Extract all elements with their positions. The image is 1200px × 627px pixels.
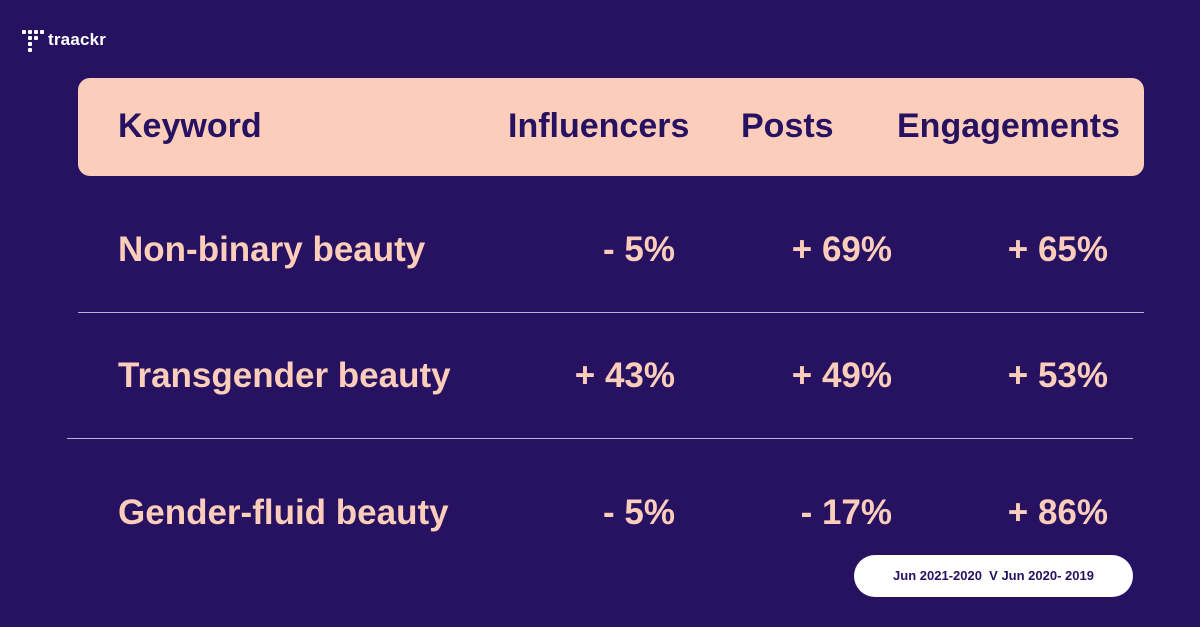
row-posts-value: - 17% — [800, 493, 892, 532]
period-badge: Jun 2021-2020 V Jun 2020- 2019 — [854, 555, 1133, 597]
row-posts-value: + 49% — [791, 356, 892, 395]
column-header-engagements: Engagements — [897, 107, 1120, 145]
row-engagements-value: + 86% — [1007, 493, 1108, 532]
row-engagements-value: + 65% — [1007, 230, 1108, 269]
row-divider — [67, 438, 1133, 439]
logo-text: traackr — [48, 30, 107, 49]
row-influencers-value: - 5% — [603, 230, 675, 269]
column-header-keyword: Keyword — [118, 107, 262, 145]
traackr-logo: traackr — [22, 28, 106, 52]
row-posts-value: + 69% — [791, 230, 892, 269]
row-influencers-value: + 43% — [574, 356, 675, 395]
table-header: Keyword Influencers Posts Engagements — [78, 78, 1144, 176]
traackr-logo-mark-icon — [22, 28, 44, 52]
row-influencers-value: - 5% — [603, 493, 675, 532]
row-engagements-value: + 53% — [1007, 356, 1108, 395]
row-keyword: Non-binary beauty — [118, 230, 426, 269]
row-keyword: Transgender beauty — [118, 356, 451, 395]
column-header-posts: Posts — [741, 107, 834, 145]
row-divider — [78, 312, 1144, 313]
row-keyword: Gender-fluid beauty — [118, 493, 449, 532]
column-header-influencers: Influencers — [508, 107, 690, 145]
